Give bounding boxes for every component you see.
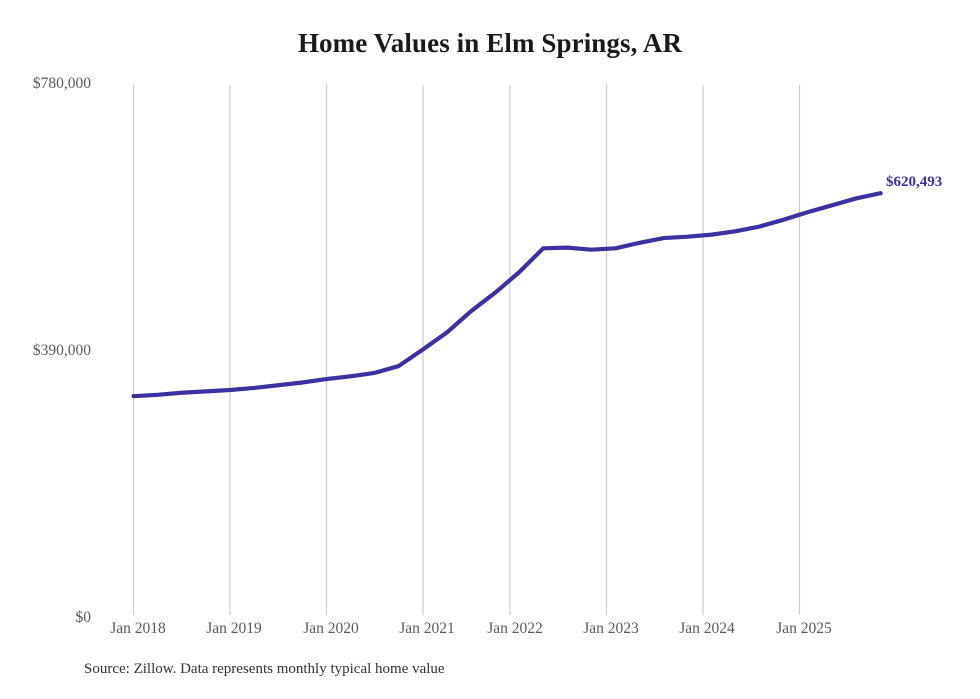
source-note: Source: Zillow. Data represents monthly … [84,661,445,677]
x-axis-tick-label: Jan 2023 [583,620,639,637]
x-axis-tick-label: Jan 2024 [679,620,735,637]
y-axis-tick-label: $0 [75,609,92,626]
y-axis-tick-label: $780,000 [32,75,91,92]
x-axis-tick-label: Jan 2020 [303,620,359,637]
end-value-annotation: $620,493 [886,174,943,190]
y-axis-tick-label: $390,000 [32,342,91,359]
x-axis-tick-label: Jan 2018 [110,620,166,637]
chart-title: Home Values in Elm Springs, AR [297,28,683,58]
x-axis-tick-label: Jan 2019 [206,620,262,637]
x-axis-tick-label: Jan 2025 [776,620,832,637]
x-axis-tick-label: Jan 2022 [487,620,543,637]
data-series-line [131,191,883,399]
x-axis-tick-label: Jan 2021 [399,620,455,637]
vertical-gridlines [132,85,801,615]
